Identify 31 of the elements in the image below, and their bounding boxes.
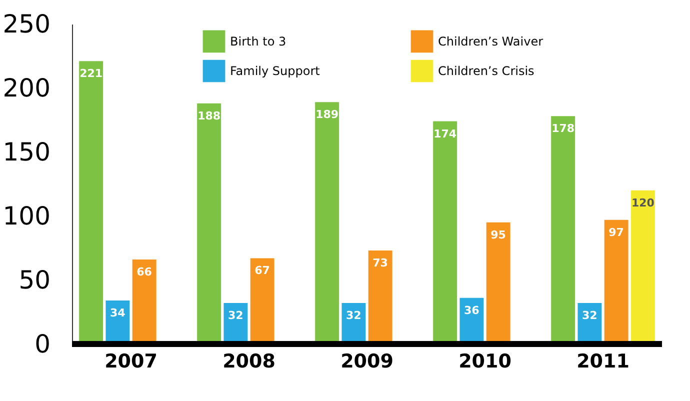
legend-label: Birth to 3 <box>230 34 286 48</box>
y-tick-label: 100 <box>2 202 50 230</box>
data-label: 32 <box>228 309 244 322</box>
data-label: 188 <box>198 109 221 122</box>
x-tick-label: 2011 <box>576 350 630 372</box>
data-label: 32 <box>582 309 598 322</box>
y-tick-label: 50 <box>18 266 50 294</box>
data-label: 36 <box>464 304 480 317</box>
y-tick-label: 200 <box>2 74 50 102</box>
y-tick-label: 250 <box>2 10 50 38</box>
data-label: 221 <box>80 67 103 80</box>
data-label: 95 <box>490 228 506 242</box>
y-tick-label: 150 <box>2 138 50 166</box>
legend-label: Children’s Waiver <box>438 34 544 48</box>
y-tick-label: 0 <box>34 330 50 358</box>
data-label: 97 <box>608 226 624 239</box>
data-label: 34 <box>110 306 126 320</box>
x-tick-label: 2009 <box>340 350 394 372</box>
data-label: 73 <box>372 256 388 270</box>
x-tick-label: 2007 <box>104 350 158 372</box>
data-label: 189 <box>316 108 339 122</box>
data-label: 32 <box>346 309 362 322</box>
data-label: 67 <box>254 264 270 278</box>
data-label: 120 <box>631 196 655 210</box>
x-tick-label: 2008 <box>222 350 276 372</box>
legend-label: Family Support <box>230 64 320 78</box>
data-label: 174 <box>434 127 457 140</box>
x-tick-label: 2010 <box>458 350 512 372</box>
data-label: 66 <box>136 266 152 279</box>
data-label: 178 <box>552 122 575 136</box>
legend-label: Children’s Crisis <box>438 64 534 78</box>
